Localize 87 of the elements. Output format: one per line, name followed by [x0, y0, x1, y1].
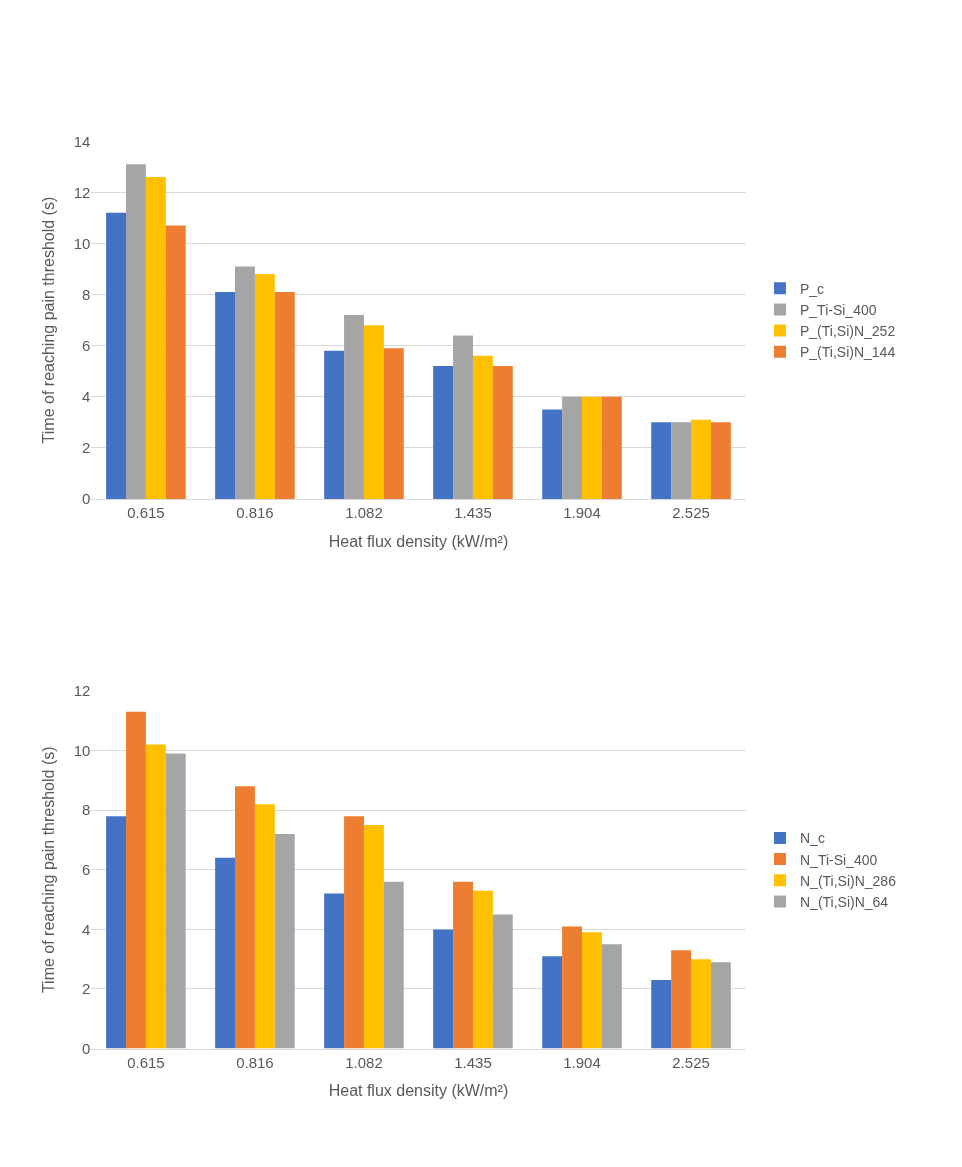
- x-tick-label: 0.615: [127, 1053, 165, 1071]
- x-axis-title: Heat flux density (kW/m²): [328, 1082, 509, 1100]
- bar: [472, 890, 493, 1049]
- bar: [235, 266, 255, 499]
- bar: [215, 291, 236, 499]
- y-tick-label: 12: [73, 682, 91, 700]
- x-tick-label: 1.904: [563, 503, 601, 521]
- bar: [601, 944, 622, 1049]
- bar: [324, 350, 345, 499]
- bar: [363, 325, 384, 499]
- x-tick-label: 0.615: [127, 503, 165, 521]
- x-tick-label: 1.082: [345, 1053, 383, 1071]
- y-tick-label: 8: [82, 285, 91, 303]
- bar: [145, 744, 166, 1049]
- bar: [492, 914, 513, 1049]
- bar: [165, 753, 186, 1049]
- bar: [453, 335, 473, 499]
- bar: [254, 804, 275, 1049]
- bar: [562, 926, 583, 1049]
- bar: [324, 893, 345, 1049]
- bar: [126, 711, 146, 1049]
- y-axis-title: Time of reaching pain threshold (s): [39, 746, 57, 994]
- y-tick-label: 10: [73, 741, 91, 759]
- x-tick-label: 1.435: [454, 1053, 492, 1071]
- legend-label: N_(Ti,Si)N_286: [799, 872, 897, 889]
- bar: [126, 164, 146, 499]
- y-tick-label: 12: [73, 183, 91, 201]
- bar: [433, 366, 454, 499]
- bar: [472, 355, 493, 499]
- y-tick-label: 6: [82, 336, 91, 354]
- bar: [235, 786, 255, 1049]
- bar: [344, 314, 364, 499]
- bar: [453, 881, 473, 1049]
- bar: [274, 834, 295, 1049]
- x-tick-label: 1.904: [563, 1053, 601, 1071]
- y-tick-label: 2: [82, 980, 91, 998]
- bar: [671, 950, 692, 1049]
- y-tick-label: 0: [82, 1039, 91, 1057]
- bar: [363, 825, 384, 1049]
- legend-label: P_Ti-Si_400: [799, 301, 877, 318]
- x-tick-label: 0.816: [236, 503, 274, 521]
- bar: [542, 409, 563, 499]
- bar: [582, 396, 602, 499]
- bar: [582, 932, 602, 1049]
- bar: [145, 177, 166, 499]
- legend-label: N_c: [799, 830, 825, 847]
- y-tick-label: 4: [82, 920, 91, 938]
- bar: [710, 962, 731, 1049]
- bar: [106, 816, 127, 1049]
- y-tick-label: 14: [73, 132, 91, 150]
- y-tick-label: 10: [73, 234, 91, 252]
- y-tick-label: 2: [82, 439, 91, 457]
- legend-label: P_(Ti,Si)N_144: [799, 344, 896, 361]
- bar: [601, 396, 622, 499]
- legend-label: P_c: [799, 280, 825, 297]
- legend-label: P_(Ti,Si)N_252: [799, 323, 896, 340]
- bar: [383, 881, 404, 1049]
- bar: [542, 956, 563, 1049]
- y-tick-label: 8: [82, 801, 91, 819]
- bar: [215, 857, 236, 1049]
- legend-label: N_(Ti,Si)N_64: [799, 893, 889, 910]
- x-tick-label: 2.525: [672, 503, 710, 521]
- bar: [344, 816, 364, 1049]
- y-tick-label: 6: [82, 861, 91, 879]
- x-tick-label: 1.435: [454, 503, 492, 521]
- bar: [165, 225, 186, 499]
- x-tick-label: 0.816: [236, 1053, 274, 1071]
- bar: [691, 959, 711, 1049]
- bar: [274, 291, 295, 499]
- bar: [254, 274, 275, 499]
- bar: [651, 980, 672, 1049]
- bar: [433, 929, 454, 1049]
- y-tick-label: 0: [82, 490, 91, 508]
- x-tick-label: 1.082: [345, 503, 383, 521]
- legend-label: N_Ti-Si_400: [799, 851, 878, 868]
- bar: [383, 348, 404, 499]
- x-axis-title: Heat flux density (kW/m²): [328, 532, 509, 550]
- bar: [492, 366, 513, 499]
- bar: [562, 396, 583, 499]
- bar: [710, 422, 731, 499]
- bar: [651, 422, 672, 499]
- bar: [106, 212, 127, 499]
- y-tick-label: 4: [82, 387, 91, 405]
- x-tick-label: 2.525: [672, 1053, 710, 1071]
- bar: [691, 419, 711, 499]
- bar: [671, 422, 692, 499]
- y-axis-title: Time of reaching pain threshold (s): [39, 196, 57, 444]
